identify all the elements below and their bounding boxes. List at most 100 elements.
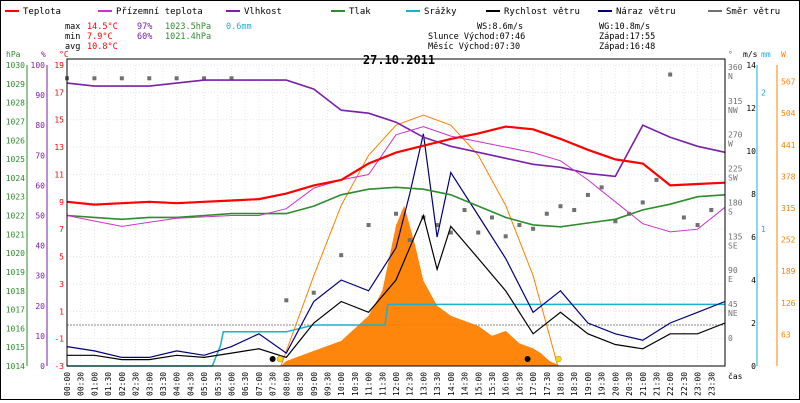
humidity-tick-label: 80 (35, 121, 45, 130)
solar-tick-label: 378 (781, 172, 796, 181)
x-tick-label: 19:30 (598, 372, 607, 396)
solar-tick-label: 441 (781, 141, 796, 150)
wind-direction-point (544, 211, 549, 216)
wind-direction-point (654, 177, 659, 182)
stats-moonrise: Měsíc Východ:07:30 (428, 42, 520, 52)
series-theoretical-solar (280, 114, 559, 367)
x-tick-label: 14:00 (447, 372, 456, 396)
x-tick-label: 01:00 (90, 372, 99, 396)
solar-tick-label: 567 (781, 78, 796, 87)
temperature-tick-label: 13 (54, 143, 64, 152)
wind-direction-point (531, 226, 536, 231)
x-tick-label: 11:00 (365, 372, 374, 396)
x-tick-label: 03:00 (145, 372, 154, 396)
x-tick-label: 00:30 (77, 372, 86, 396)
stats-max-temp: 14.5°C (87, 22, 118, 32)
compass-label: S (728, 207, 733, 216)
temperature-tick-label: 9 (59, 198, 64, 207)
axis-unit-time: čas (728, 371, 743, 381)
temperature-tick-label: -3 (54, 362, 64, 371)
temperature-tick-label: 15 (54, 116, 64, 125)
sunset-marker (555, 355, 562, 363)
plot-frame (66, 58, 726, 367)
legend-label: Směr větru (726, 7, 780, 17)
wind-direction-point (119, 76, 124, 81)
x-tick-label: 18:30 (570, 372, 579, 396)
pressure-tick-label: 1014 (6, 362, 25, 371)
x-tick-label: 08:30 (296, 372, 305, 396)
direction-tick-label: 180 (728, 198, 743, 207)
stats-moonset: Západ:16:48 (599, 42, 655, 52)
x-tick-label: 13:30 (433, 372, 442, 396)
wind-direction-point (489, 215, 494, 220)
temperature-tick-label: 17 (54, 88, 64, 97)
temperature-tick-label: 3 (59, 280, 64, 289)
wind-direction-point (462, 207, 467, 212)
compass-label: NE (728, 309, 738, 318)
temperature-tick-label: 1 (59, 307, 64, 316)
x-tick-label: 22:30 (680, 372, 689, 396)
legend-label: Náraz větru (616, 7, 676, 17)
direction-tick-label: 360 (728, 63, 743, 72)
wind-direction-point (709, 207, 714, 212)
x-tick-label: 07:00 (255, 372, 264, 396)
x-tick-label: 00:00 (63, 372, 72, 396)
axis-unit-hpa: hPa (6, 50, 21, 59)
pressure-tick-label: 1028 (6, 99, 25, 108)
stats-min-temp: 7.9°C (87, 32, 113, 42)
solar-tick-label: 504 (781, 109, 796, 118)
wind-direction-point (435, 223, 440, 228)
x-tick-label: 03:30 (159, 372, 168, 396)
series-solar-area (67, 205, 725, 366)
humidity-tick-label: 100 (31, 61, 46, 70)
legend-label: Srážky (424, 7, 457, 17)
x-tick-label: 02:30 (132, 372, 141, 396)
wind-tick-label: 14 (746, 61, 756, 70)
series-humidity (66, 79, 726, 178)
temperature-tick-label: 7 (59, 225, 64, 234)
direction-tick-label: 135 (728, 232, 743, 241)
x-tick-label: 10:30 (351, 372, 360, 396)
wind-direction-point (681, 215, 686, 220)
wind-tick-label: 8 (751, 190, 756, 199)
wind-direction-point (366, 223, 371, 228)
wind-direction-point (585, 192, 590, 197)
x-tick-label: 10:00 (337, 372, 346, 396)
pressure-tick-label: 1030 (6, 61, 25, 70)
sunrise-marker (276, 355, 284, 363)
wind-direction-point (599, 185, 604, 190)
wind-direction-point (627, 211, 632, 216)
temperature-tick-label: 11 (54, 170, 64, 179)
stats-min-hum: 60% (137, 32, 152, 42)
stats-max-press: 1023.5hPa (165, 22, 211, 32)
temperature-tick-label: 5 (59, 253, 64, 262)
pressure-tick-label: 1017 (6, 306, 25, 315)
wind-tick-label: 6 (751, 233, 756, 242)
stats-ws: WS:8.6m/s (477, 22, 523, 32)
direction-tick-label: 270 (728, 131, 743, 140)
stats-avg-temp: 10.8°C (87, 42, 118, 52)
x-tick-label: 20:30 (625, 372, 634, 396)
compass-label: W (728, 140, 733, 149)
legend-label: Rychlost větru (504, 7, 580, 17)
stats-min-label: min (65, 32, 80, 42)
x-tick-label: 06:00 (228, 372, 237, 396)
legend: Teplota Přízemní teplota Vlhkost Tlak Srážky… (5, 7, 780, 17)
wind-direction-point (147, 76, 152, 81)
humidity-tick-label: 90 (35, 91, 45, 100)
stats-max-hum: 97% (137, 22, 152, 32)
stats-sunrise: Slunce Východ:07:46 (428, 32, 525, 42)
pressure-tick-label: 1018 (6, 287, 25, 296)
wind-direction-point (640, 200, 645, 205)
x-tick-label: 22:00 (666, 372, 675, 396)
humidity-tick-label: 0 (40, 362, 45, 371)
wind-tick-label: 4 (751, 276, 756, 285)
humidity-tick-label: 70 (35, 151, 45, 160)
wind-direction-point (394, 211, 398, 216)
stats-avg-label: avg (65, 42, 80, 52)
temperature-tick-label: 19 (54, 61, 64, 70)
x-tick-label: 23:00 (694, 372, 703, 396)
humidity-tick-label: 60 (35, 181, 45, 190)
